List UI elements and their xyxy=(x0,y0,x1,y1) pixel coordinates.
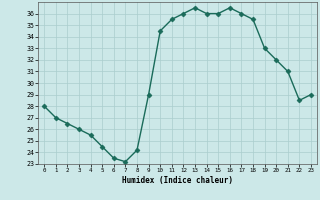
X-axis label: Humidex (Indice chaleur): Humidex (Indice chaleur) xyxy=(122,176,233,185)
